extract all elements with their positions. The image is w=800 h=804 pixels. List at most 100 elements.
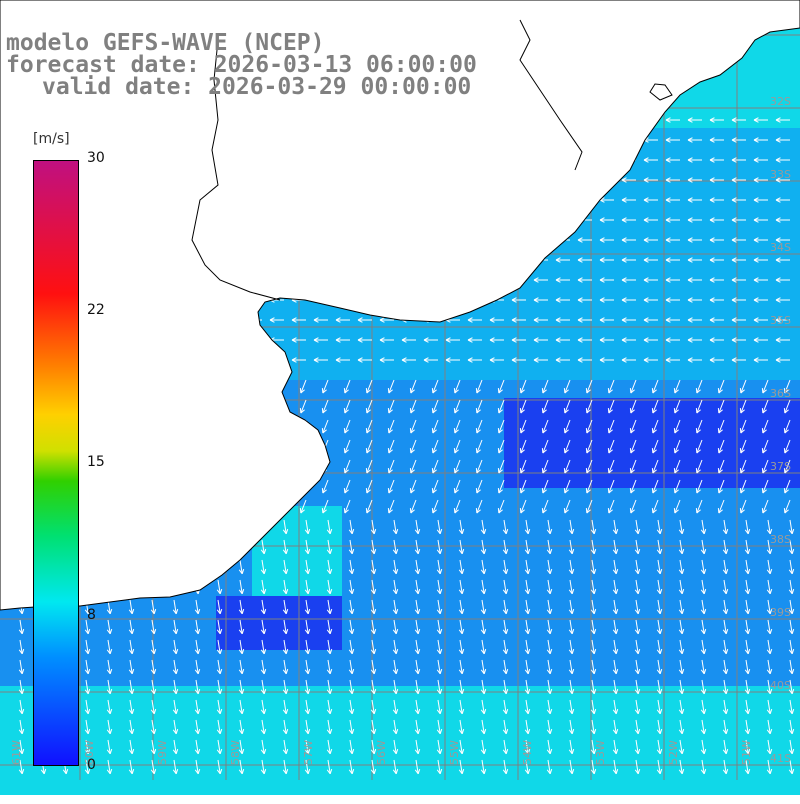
field-cell: [594, 578, 613, 597]
field-cell: [792, 200, 800, 219]
field-cell: [558, 578, 577, 597]
field-cell: [720, 74, 739, 93]
field-cell: [468, 632, 487, 651]
field-cell: [756, 200, 775, 219]
field-cell: [792, 164, 800, 183]
field-cell: [432, 722, 451, 741]
field-cell: [792, 344, 800, 363]
field-cell: [486, 650, 505, 669]
field-cell: [630, 758, 649, 777]
field-cell: [0, 650, 19, 669]
field-cell: [576, 416, 595, 435]
field-cell: [252, 704, 271, 723]
field-cell: [702, 560, 721, 579]
field-cell: [792, 704, 800, 723]
field-cell: [288, 326, 307, 345]
field-cell: [594, 722, 613, 741]
field-cell: [756, 326, 775, 345]
field-cell: [612, 308, 631, 327]
field-cell: [720, 668, 739, 687]
field-cell: [522, 560, 541, 579]
field-cell: [684, 326, 703, 345]
field-cell: [162, 614, 181, 633]
field-cell: [720, 362, 739, 381]
latitude-label: 34S: [770, 241, 791, 254]
field-cell: [756, 272, 775, 291]
field-cell: [792, 488, 800, 507]
field-cell: [0, 632, 19, 651]
field-cell: [666, 128, 685, 147]
field-cell: [198, 740, 217, 759]
field-cell: [720, 416, 739, 435]
field-cell: [666, 560, 685, 579]
field-cell: [756, 56, 775, 75]
field-cell: [108, 740, 127, 759]
field-cell: [612, 380, 631, 399]
field-cell: [0, 668, 19, 687]
field-cell: [666, 632, 685, 651]
field-cell: [396, 452, 415, 471]
field-cell: [702, 272, 721, 291]
field-cell: [36, 776, 55, 795]
field-cell: [612, 254, 631, 273]
field-cell: [684, 722, 703, 741]
field-cell: [774, 272, 793, 291]
field-cell: [684, 560, 703, 579]
field-cell: [432, 776, 451, 795]
field-cell: [792, 650, 800, 669]
field-cell: [684, 272, 703, 291]
field-cell: [666, 146, 685, 165]
field-cell: [684, 614, 703, 633]
field-cell: [792, 758, 800, 777]
field-cell: [720, 200, 739, 219]
field-cell: [594, 686, 613, 705]
field-cell: [360, 596, 379, 615]
field-cell: [198, 614, 217, 633]
field-cell: [414, 398, 433, 417]
field-cell: [720, 632, 739, 651]
field-cell: [774, 200, 793, 219]
field-cell: [468, 740, 487, 759]
field-cell: [684, 200, 703, 219]
field-cell: [90, 722, 109, 741]
field-cell: [774, 362, 793, 381]
field-cell: [684, 236, 703, 255]
field-cell: [360, 542, 379, 561]
field-cell: [666, 254, 685, 273]
field-cell: [378, 326, 397, 345]
field-cell: [360, 614, 379, 633]
field-cell: [324, 596, 343, 615]
field-cell: [522, 632, 541, 651]
field-cell: [558, 506, 577, 525]
field-cell: [396, 650, 415, 669]
field-cell: [396, 560, 415, 579]
field-cell: [594, 362, 613, 381]
field-cell: [270, 686, 289, 705]
field-cell: [792, 38, 800, 57]
field-cell: [540, 326, 559, 345]
field-cell: [450, 578, 469, 597]
field-cell: [756, 146, 775, 165]
field-cell: [360, 704, 379, 723]
field-cell: [702, 704, 721, 723]
field-cell: [792, 290, 800, 309]
field-cell: [756, 776, 775, 795]
field-cell: [612, 506, 631, 525]
field-cell: [792, 686, 800, 705]
field-cell: [378, 488, 397, 507]
field-cell: [90, 650, 109, 669]
field-cell: [198, 596, 217, 615]
field-cell: [180, 596, 199, 615]
field-cell: [558, 614, 577, 633]
field-cell: [558, 758, 577, 777]
field-cell: [234, 686, 253, 705]
field-cell: [288, 776, 307, 795]
field-cell: [288, 650, 307, 669]
field-cell: [720, 722, 739, 741]
field-cell: [432, 632, 451, 651]
field-cell: [684, 308, 703, 327]
field-cell: [270, 560, 289, 579]
colorbar: [33, 160, 79, 766]
field-cell: [630, 686, 649, 705]
field-cell: [522, 722, 541, 741]
